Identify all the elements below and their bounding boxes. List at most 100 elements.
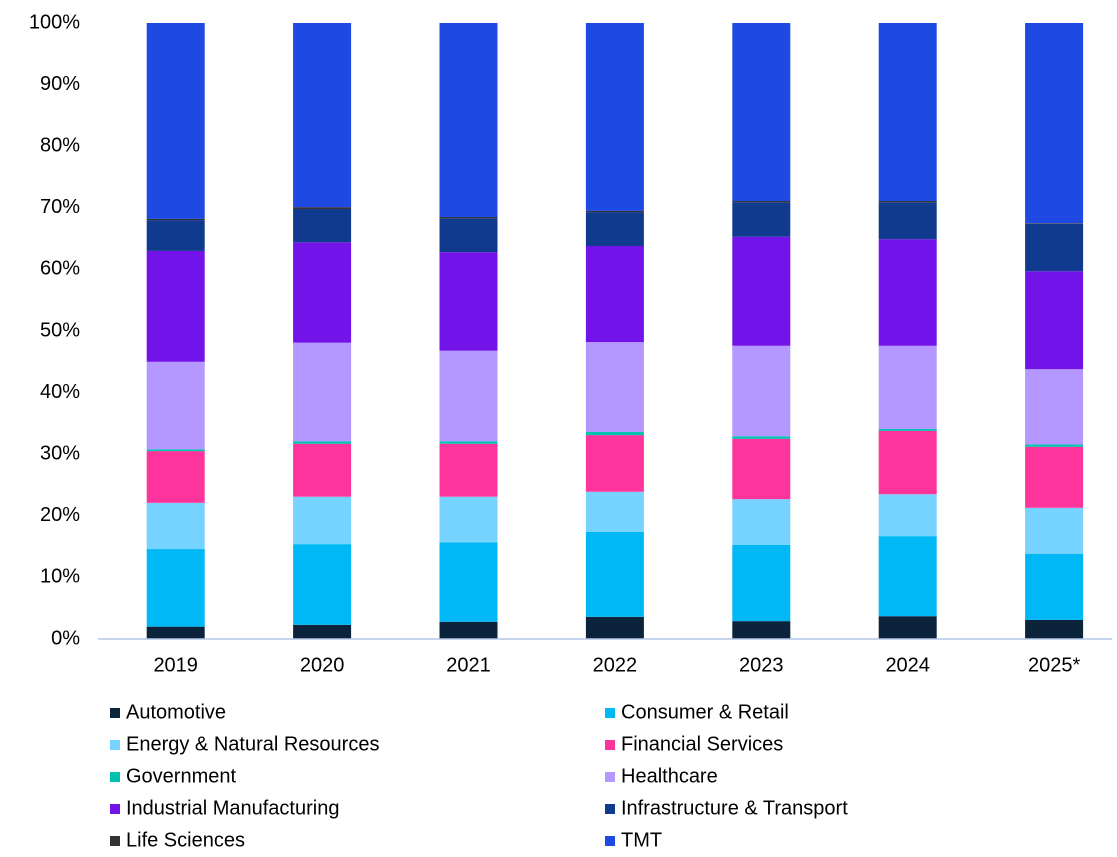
bar-segment (1025, 223, 1084, 272)
legend-swatch (110, 836, 120, 846)
bar-segment (585, 432, 644, 436)
bar-segment (293, 23, 352, 208)
bar-segment (293, 496, 352, 545)
legend-swatch (605, 836, 615, 846)
bar-segment (585, 531, 644, 617)
legend-label: Energy & Natural Resources (126, 733, 379, 755)
bar-segment (293, 342, 352, 442)
bar-segment (293, 624, 352, 639)
bar-segment (585, 342, 644, 433)
y-tick-label: 50% (40, 319, 80, 341)
bar-segment (732, 201, 791, 203)
bar-segment (1025, 507, 1084, 554)
legend-label: Consumer & Retail (621, 701, 789, 723)
bar-segment (878, 345, 937, 429)
legend-label: Industrial Manufacturing (126, 797, 339, 819)
bar-segment (732, 499, 791, 545)
bar-segment (878, 239, 937, 346)
legend-swatch (110, 804, 120, 814)
bar-segment (293, 544, 352, 625)
bar-segment (585, 616, 644, 639)
bar-segment (732, 345, 791, 437)
bar-segment (293, 242, 352, 343)
bar-segment (878, 430, 937, 495)
bar-segment (439, 252, 498, 351)
legend-label: TMT (621, 829, 662, 851)
bar-segment (732, 23, 791, 202)
bar-segment (878, 536, 937, 617)
legend-label: Financial Services (621, 733, 783, 755)
bar-segment (439, 621, 498, 639)
y-tick-label: 90% (40, 73, 80, 95)
bar-segment (878, 428, 937, 431)
bar-segment (878, 202, 937, 240)
legend-swatch (605, 772, 615, 782)
bar-segment (732, 202, 791, 237)
bar-segment (585, 245, 644, 343)
bar-segment (293, 441, 352, 444)
bar-segment (146, 449, 205, 452)
bar-segment (732, 436, 791, 439)
bar-segment (1025, 369, 1084, 445)
x-tick-label: 2023 (739, 654, 784, 676)
bar-segment (878, 23, 937, 202)
legend-label: Life Sciences (126, 829, 245, 851)
legend-label: Healthcare (621, 765, 718, 787)
x-tick-label: 2025* (1028, 654, 1080, 676)
bar-segment (1025, 271, 1084, 370)
legend-swatch (605, 708, 615, 718)
bar-segment (146, 626, 205, 639)
y-tick-label: 30% (40, 442, 80, 464)
bar-segment (732, 236, 791, 346)
x-tick-label: 2021 (446, 654, 491, 676)
x-tick-label: 2019 (153, 654, 198, 676)
bar-segment (878, 494, 937, 537)
bar-segment (439, 23, 498, 218)
y-tick-label: 10% (40, 566, 80, 588)
bar-segment (1025, 444, 1084, 447)
bar-segment (146, 451, 205, 503)
x-tick-label: 2022 (593, 654, 638, 676)
bar-segment (439, 218, 498, 253)
bar-segment (146, 250, 205, 362)
y-tick-label: 40% (40, 381, 80, 403)
bar-segment (1025, 619, 1084, 639)
legend-label: Automotive (126, 701, 226, 723)
bar-segment (146, 220, 205, 251)
bar-segment (293, 207, 352, 210)
legend-swatch (110, 740, 120, 750)
bar-segment (1025, 553, 1084, 620)
bar-segment (439, 350, 498, 442)
x-tick-label: 2020 (300, 654, 345, 676)
bar-segment (585, 210, 644, 213)
y-tick-label: 70% (40, 196, 80, 218)
bar-segment (732, 621, 791, 639)
y-tick-label: 80% (40, 134, 80, 156)
legend-swatch (605, 804, 615, 814)
bar-segment (585, 212, 644, 246)
bar-segment (878, 201, 937, 203)
bar-segment (293, 443, 352, 497)
bar-segment (732, 438, 791, 500)
bar-segment (293, 209, 352, 243)
bar-segment (1025, 223, 1084, 224)
bar-segment (585, 435, 644, 492)
bar-segment (585, 491, 644, 532)
bar-segment (1025, 446, 1084, 508)
legend-label: Government (126, 765, 236, 787)
bar-segment (439, 217, 498, 219)
bar-segment (146, 218, 205, 221)
bar-segment (732, 544, 791, 622)
y-tick-label: 20% (40, 504, 80, 526)
legend-label: Infrastructure & Transport (621, 797, 848, 819)
legend-swatch (605, 740, 615, 750)
bar-segment (146, 23, 205, 219)
bar-segment (439, 443, 498, 497)
legend-swatch (110, 772, 120, 782)
y-tick-label: 60% (40, 258, 80, 280)
bar-segment (439, 441, 498, 444)
y-tick-label: 0% (51, 627, 80, 649)
bar-segment (439, 496, 498, 543)
